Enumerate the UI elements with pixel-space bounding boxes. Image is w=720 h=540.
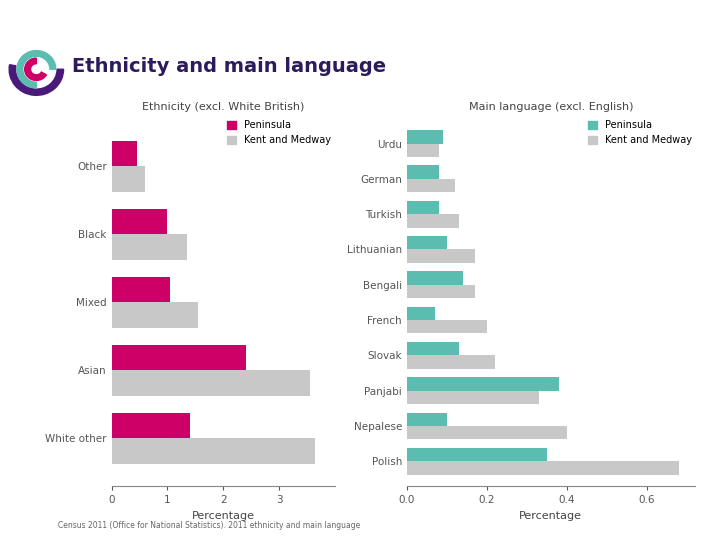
Bar (407, 165, 438, 179)
Bar (112, 438, 315, 464)
Bar (407, 214, 459, 227)
Bar (407, 179, 455, 192)
Bar (407, 355, 495, 369)
Text: 16: 16 (7, 11, 21, 21)
Bar (407, 130, 443, 144)
Wedge shape (24, 58, 47, 80)
Bar (112, 302, 198, 328)
Bar (407, 390, 539, 404)
Bar (407, 307, 435, 320)
Bar (407, 448, 546, 461)
Bar (407, 249, 474, 263)
Bar (407, 342, 459, 355)
Bar (407, 320, 487, 334)
Bar (112, 276, 170, 302)
Text: Census 2011 (Office for National Statistics). 2011 ethnicity and main language: Census 2011 (Office for National Statist… (58, 521, 360, 530)
Bar (407, 236, 447, 249)
Title: Ethnicity (excl. White British): Ethnicity (excl. White British) (142, 103, 305, 112)
Bar (407, 413, 447, 426)
Legend: Peninsula, Kent and Medway: Peninsula, Kent and Medway (585, 116, 696, 149)
Bar (112, 345, 246, 370)
X-axis label: Percentage: Percentage (192, 511, 255, 521)
Bar (407, 426, 567, 440)
Bar (112, 208, 167, 234)
Text: Ethnicity and main language: Ethnicity and main language (72, 57, 386, 76)
Bar (112, 234, 187, 260)
Bar (407, 201, 438, 214)
Bar (112, 413, 189, 438)
Wedge shape (9, 65, 63, 96)
Wedge shape (17, 51, 56, 88)
Bar (407, 285, 474, 298)
Title: Main language (excl. English): Main language (excl. English) (469, 103, 633, 112)
Bar (112, 370, 310, 396)
Bar (407, 461, 679, 475)
Bar (407, 271, 463, 285)
Bar (112, 166, 145, 192)
X-axis label: Percentage: Percentage (519, 511, 582, 521)
Bar (407, 144, 438, 157)
Bar (112, 140, 137, 166)
Bar (407, 377, 559, 390)
Legend: Peninsula, Kent and Medway: Peninsula, Kent and Medway (223, 116, 334, 149)
